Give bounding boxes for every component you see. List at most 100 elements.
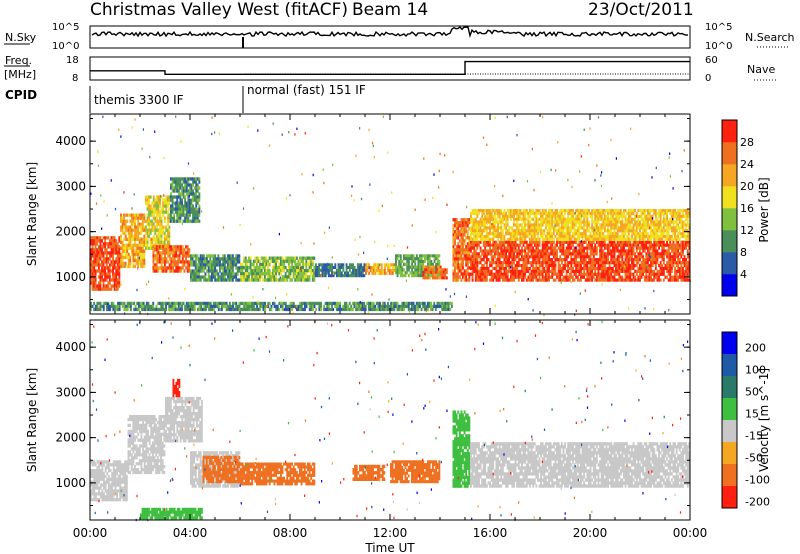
heat-cell	[438, 259, 441, 263]
heat-cell	[365, 269, 367, 273]
heat-cell	[616, 258, 619, 262]
heat-cell	[557, 272, 560, 276]
heat-cell	[600, 255, 603, 259]
heat-cell	[414, 257, 417, 261]
heat-cell	[166, 204, 169, 208]
heat-cell	[97, 284, 100, 288]
heat-cell	[562, 234, 565, 239]
heat-cell	[104, 236, 107, 240]
heat-cell	[546, 220, 549, 224]
heat-cell	[372, 266, 375, 270]
heat-cell	[241, 262, 244, 267]
heat-cell	[530, 234, 533, 239]
heat-cell	[669, 278, 672, 282]
heat-cell	[632, 272, 635, 276]
heat-cell	[599, 266, 601, 271]
heat-cell	[313, 275, 316, 279]
heat-cell	[146, 201, 149, 205]
heat-cell	[196, 263, 199, 267]
heat-cell	[396, 265, 399, 269]
heat-cell	[541, 246, 544, 250]
heat-cell	[171, 186, 174, 190]
heat-cell	[430, 254, 433, 258]
heat-cell	[527, 266, 530, 271]
heat-cell	[427, 259, 429, 263]
heat-cell	[605, 266, 608, 271]
heat-cell	[516, 211, 519, 216]
heat-cell	[487, 220, 490, 224]
heat-cell	[99, 248, 102, 252]
heat-cell	[101, 245, 103, 249]
heat-cell	[409, 265, 412, 269]
heat-cell	[470, 214, 472, 218]
heat-cell	[544, 209, 547, 213]
heat-cell	[489, 209, 491, 213]
heat-cell	[177, 207, 180, 211]
heat-cell	[163, 251, 166, 255]
heat-cell	[279, 272, 282, 276]
heat-cell	[112, 260, 114, 264]
heat-cell	[104, 245, 107, 249]
heat-cell	[572, 258, 574, 262]
heat-cell	[297, 278, 300, 282]
heat-cell	[511, 278, 514, 282]
heat-cell	[607, 226, 609, 230]
heat-cell	[666, 240, 668, 244]
heat-cell	[559, 278, 562, 282]
heat-cell	[419, 274, 421, 278]
heat-cell	[634, 209, 637, 213]
heat-cell	[137, 219, 140, 223]
heat-cell	[187, 207, 190, 211]
heat-cell	[634, 252, 637, 256]
heat-cell	[603, 226, 606, 230]
heat-cell	[500, 237, 503, 241]
heat-cell	[683, 258, 686, 262]
heat-cell	[530, 261, 533, 265]
heat-cell	[176, 201, 179, 205]
heat-cell	[498, 278, 501, 282]
heat-cell	[605, 217, 608, 221]
heat-cell	[634, 232, 637, 236]
heat-cell	[476, 252, 479, 256]
heat-cell	[231, 254, 234, 258]
heat-cell	[626, 226, 629, 230]
heat-cell	[193, 263, 196, 267]
heat-cell	[246, 259, 249, 263]
heat-cell	[603, 214, 606, 218]
heat-cell	[527, 226, 530, 230]
heat-cell	[399, 274, 402, 278]
heat-cell	[654, 258, 657, 262]
heat-cell	[639, 232, 641, 236]
heat-cell	[246, 265, 249, 270]
heat-cell	[97, 251, 100, 255]
heat-cell	[535, 223, 538, 227]
heat-cell	[194, 272, 197, 276]
heat-cell	[478, 275, 480, 279]
heat-cell	[329, 266, 332, 269]
heat-cell	[573, 264, 576, 268]
heat-cell	[578, 255, 581, 259]
heat-cell	[607, 255, 609, 259]
heat-cell	[503, 246, 506, 250]
heat-cell	[548, 278, 550, 282]
heat-cell	[201, 260, 204, 264]
heat-cell	[474, 266, 477, 271]
heat-cell	[223, 272, 226, 276]
heat-cell	[235, 278, 238, 282]
heat-cell	[163, 260, 166, 264]
heat-cell	[430, 259, 433, 263]
heat-cell	[543, 229, 546, 233]
heat-cell	[516, 226, 519, 230]
heat-cell	[535, 220, 538, 224]
heat-cell	[157, 231, 160, 235]
heat-cell	[508, 278, 511, 282]
heat-cell	[129, 237, 132, 241]
heat-cell	[148, 210, 150, 214]
heat-cell	[521, 217, 523, 221]
heat-cell	[462, 242, 464, 246]
heat-cell	[686, 261, 689, 265]
heat-cell	[185, 189, 188, 193]
heat-cell	[227, 254, 229, 258]
heat-cell	[626, 266, 629, 271]
heat-cell	[505, 214, 507, 218]
